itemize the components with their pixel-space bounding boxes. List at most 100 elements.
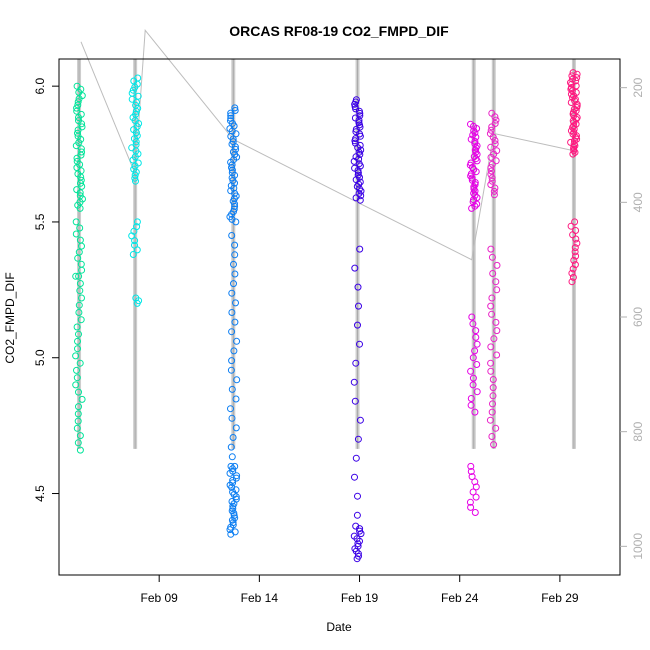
data-point-rf11 <box>351 397 359 405</box>
data-point-rf08 <box>75 301 83 309</box>
data-point-rf13 <box>493 327 501 335</box>
data-point-rf12 <box>470 185 478 193</box>
y-tick-label: 5.5 <box>33 213 47 230</box>
data-point-rf08 <box>77 176 85 184</box>
data-point-rf14 <box>567 90 575 98</box>
data-point-rf08 <box>75 330 82 338</box>
data-point-rf12 <box>467 503 475 511</box>
data-point-rf09 <box>133 223 141 231</box>
data-point-rf10 <box>231 270 239 278</box>
data-point-rf13 <box>488 433 496 440</box>
data-point-rf12 <box>469 374 477 382</box>
data-point-rf13 <box>487 343 495 351</box>
data-point-rf12 <box>469 354 477 362</box>
data-point-rf08 <box>75 272 83 280</box>
data-point-rf11 <box>352 522 360 530</box>
data-point-rf09 <box>133 218 141 226</box>
data-point-rf13 <box>488 294 496 302</box>
data-point-rf13 <box>487 181 495 189</box>
data-point-rf14 <box>571 244 579 252</box>
data-point-rf14 <box>568 87 576 95</box>
data-point-rf12 <box>471 408 479 416</box>
x-tick-label: Feb 29 <box>541 591 579 605</box>
data-point-rf09 <box>128 89 136 97</box>
data-point-rf11 <box>352 359 360 367</box>
data-point-rf11 <box>356 112 364 120</box>
data-point-rf12 <box>472 155 480 163</box>
data-point-rf12 <box>471 137 479 145</box>
data-point-rf11 <box>354 542 362 550</box>
data-point-rf10 <box>230 347 238 355</box>
data-point-rf12 <box>473 194 481 202</box>
data-point-rf08 <box>74 129 81 137</box>
data-point-rf13 <box>489 392 497 400</box>
data-point-rf10 <box>229 434 237 441</box>
data-point-rf12 <box>473 388 481 396</box>
data-point-rf08 <box>77 110 85 118</box>
data-point-rf10 <box>231 251 239 259</box>
data-point-rf14 <box>569 265 577 273</box>
data-point-rf11 <box>355 107 363 115</box>
right-tick-label: 200 <box>631 77 645 97</box>
data-point-rf13 <box>490 441 498 449</box>
data-point-rf11 <box>352 96 360 104</box>
data-point-rf10 <box>231 202 239 210</box>
data-point-rf13 <box>487 359 495 367</box>
data-point-rf10 <box>231 104 239 112</box>
data-point-rf09 <box>131 241 138 249</box>
data-point-rf10 <box>228 232 236 239</box>
data-point-rf10 <box>231 318 239 326</box>
data-point-rf08 <box>75 309 83 316</box>
data-point-rf08 <box>75 117 82 125</box>
data-point-rf11 <box>356 340 363 348</box>
data-point-rf14 <box>571 261 579 269</box>
axes-layer: 4.5 5.0 5.5 6.0 Feb 09 Feb 14 Feb 19 Feb 24 Feb … <box>33 77 645 605</box>
data-point-rf12 <box>472 333 480 341</box>
data-point-rf14 <box>572 82 580 90</box>
data-point-rf08 <box>72 230 80 238</box>
data-point-rf14 <box>571 248 579 256</box>
data-point-rf09 <box>132 294 140 302</box>
data-point-rf14 <box>569 150 577 158</box>
data-point-rf10 <box>228 328 236 336</box>
data-point-rf12 <box>466 498 474 506</box>
data-point-rf10 <box>228 289 236 297</box>
data-point-rf10 <box>227 462 235 470</box>
data-point-rf11 <box>354 321 361 329</box>
data-point-rf13 <box>488 310 496 318</box>
data-point-rf09 <box>134 92 142 100</box>
data-point-rf12 <box>469 381 477 389</box>
data-point-rf14 <box>570 143 578 151</box>
x-tick-label: Feb 14 <box>241 591 279 605</box>
right-tick-label: 1000 <box>631 533 645 560</box>
data-point-rf13 <box>493 286 501 294</box>
data-point-rf08 <box>76 280 84 287</box>
data-point-rf08 <box>73 186 81 194</box>
data-point-rf14 <box>572 227 580 234</box>
data-point-rf08 <box>74 337 81 345</box>
data-point-rf08 <box>72 272 80 280</box>
data-points-layer <box>72 69 581 563</box>
data-point-rf08 <box>75 388 82 396</box>
data-point-rf11 <box>353 511 361 519</box>
data-point-rf13 <box>491 120 499 127</box>
data-point-rf13 <box>491 140 499 148</box>
data-point-rf11 <box>350 532 358 540</box>
data-point-rf08 <box>74 410 82 418</box>
data-point-rf12 <box>471 347 479 355</box>
data-point-rf12 <box>471 202 479 210</box>
right-tick-label: 600 <box>631 307 645 327</box>
data-point-rf10 <box>227 114 235 122</box>
data-point-rf13 <box>489 384 497 392</box>
data-point-rf10 <box>228 516 236 524</box>
data-point-rf13 <box>486 416 494 424</box>
data-point-rf14 <box>569 273 577 281</box>
data-point-rf08 <box>76 287 84 295</box>
data-point-rf12 <box>467 120 474 128</box>
data-point-rf12 <box>473 340 481 348</box>
data-point-rf13 <box>488 167 495 175</box>
data-point-rf11 <box>355 119 363 127</box>
y-tick-label: 5.0 <box>33 349 47 366</box>
data-point-rf12 <box>472 327 480 335</box>
data-point-rf12 <box>471 140 479 148</box>
